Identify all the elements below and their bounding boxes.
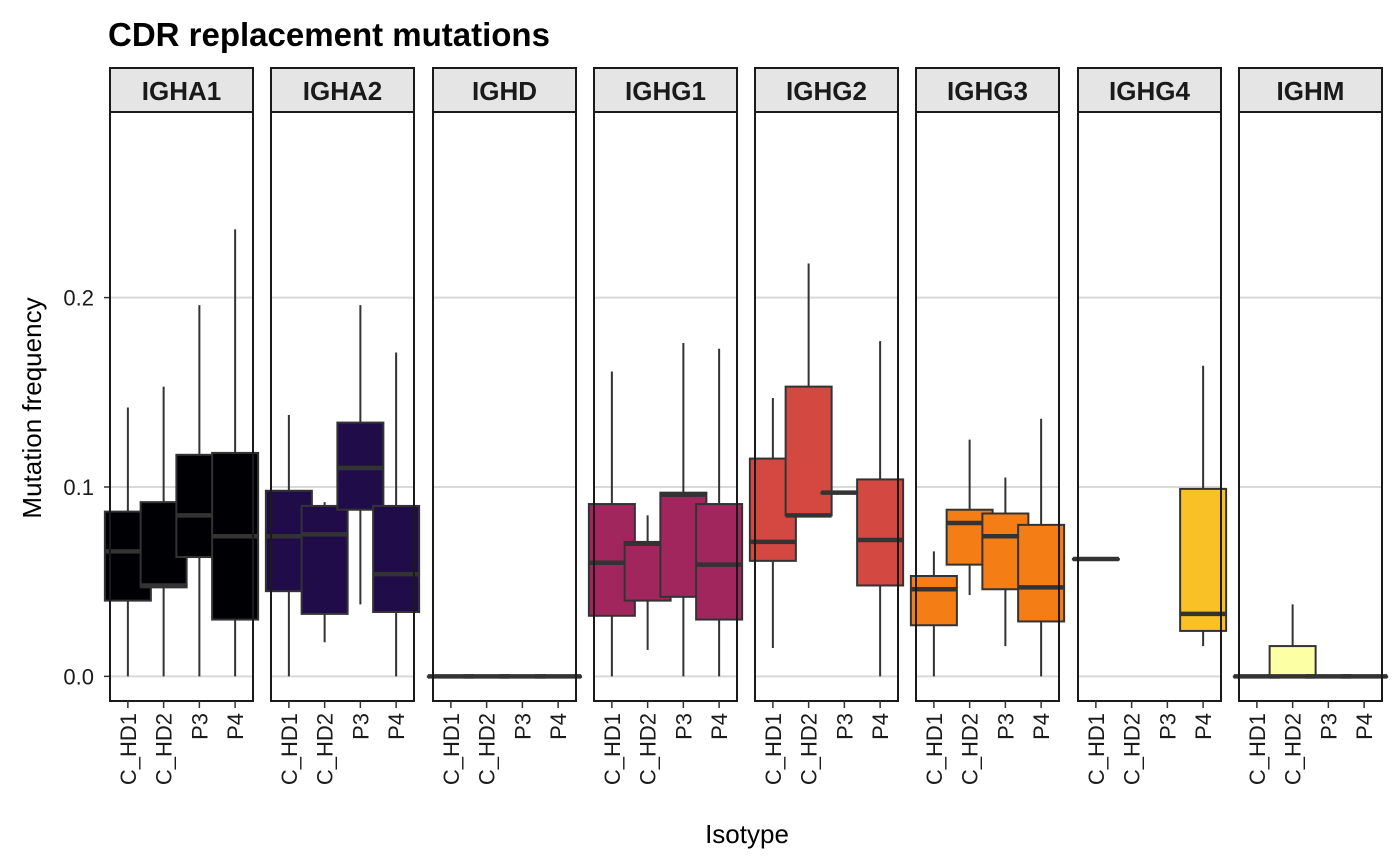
x-tick-label: C_HD2 [1120,713,1145,785]
x-tick-label: C_HD1 [761,713,786,785]
strip-label: IGHG4 [1109,76,1190,106]
x-tick-label: P3 [187,713,212,740]
box-igha2-p4 [372,352,421,677]
x-tick-label: P4 [1352,713,1377,740]
facet-panel-ighd: IGHD C_HD1 C_HD2 P3 P4 [426,67,583,785]
strip-background [109,67,254,113]
y-tick-label: 0.1 [63,475,94,500]
facet-panel-ighg2: IGHG2 C_HD1 C_HD2 P3 P4 [748,67,905,785]
x-tick-label: P4 [1191,713,1216,740]
box-ighg1-p4 [695,348,744,677]
strip-background [915,67,1060,113]
box-ighg3-c_hd1 [909,551,958,677]
box-igha2-c_hd2 [300,502,349,643]
box-body [1179,487,1228,632]
box-body [695,503,744,621]
strip-background [1077,67,1222,113]
box-ighm-c_hd2 [1268,604,1317,679]
box-body [300,504,349,615]
facet-panel-ighm: IGHM C_HD1 C_HD2 P3 P4 [1232,67,1389,785]
strip-label: IGHA1 [142,76,221,106]
x-tick-label: P4 [1029,713,1054,740]
y-tick-label: 0.0 [63,664,94,689]
x-tick-label: C_HD2 [636,713,661,785]
x-tick-label: C_HD2 [1281,713,1306,785]
y-axis: 0.0 0.1 0.2 [63,286,110,689]
box-ighg2-p4 [856,341,905,677]
x-tick-label: P4 [868,713,893,740]
facet-panel-ighg1: IGHG1 C_HD1 C_HD2 P3 P4 [587,67,744,785]
x-tick-label: C_HD1 [439,713,464,785]
facet-panel-ighg4: IGHG4 C_HD1 C_HD2 P3 P4 [1071,67,1228,785]
box-igha1-p4 [211,229,260,677]
x-tick-label: P3 [510,713,535,740]
x-tick-label: P4 [223,713,248,740]
box-igha2-p3 [336,305,385,605]
x-tick-label: P3 [993,713,1018,740]
box-ighg3-p4 [1017,418,1066,677]
strip-background [593,67,738,113]
box-body [1268,645,1317,678]
x-tick-label: C_HD1 [1084,713,1109,785]
strip-background [1238,67,1383,113]
box-body [856,478,905,587]
chart-title: CDR replacement mutations [108,16,550,53]
facet-panel-igha2: IGHA2 C_HD1 C_HD2 P3 P4 [264,67,421,785]
x-tick-label: P3 [832,713,857,740]
box-ighg4-p4 [1179,365,1228,647]
x-tick-label: C_HD2 [797,713,822,785]
facet-panel-igha1: IGHA1 C_HD1 C_HD2 P3 P4 [103,67,260,785]
x-axis-title: Isotype [705,819,789,849]
x-tick-label: C_HD2 [313,713,338,785]
strip-background [432,67,577,113]
box-body [1017,523,1066,623]
x-tick-label: P4 [707,713,732,740]
x-tick-label: P3 [671,713,696,740]
x-tick-label: C_HD1 [116,713,141,785]
facet-panel-ighg3: IGHG3 C_HD1 C_HD2 P3 P4 [909,67,1066,785]
x-tick-label: C_HD1 [922,713,947,785]
x-tick-label: P4 [546,713,571,740]
x-tick-label: P3 [1316,713,1341,740]
strip-label: IGHG2 [786,76,867,106]
box-ighm-p4 [1340,674,1389,679]
strip-label: IGHG1 [625,76,706,106]
strip-label: IGHM [1277,76,1345,106]
x-tick-label: C_HD1 [600,713,625,785]
strip-label: IGHG3 [947,76,1028,106]
panel-background [1239,112,1382,701]
x-tick-label: C_HD1 [1245,713,1270,785]
box-ighg4-c_hd1 [1071,556,1120,562]
y-tick-label: 0.2 [63,286,94,311]
y-axis-title: Mutation frequency [17,297,47,518]
box-body [909,575,958,627]
x-tick-label: C_HD2 [958,713,983,785]
strip-label: IGHA2 [303,76,382,106]
strip-background [754,67,899,113]
panel-background [433,112,576,701]
x-tick-label: P4 [384,713,409,740]
strip-background [270,67,415,113]
box-ighd-p4 [534,674,583,679]
box-body [784,385,833,517]
x-tick-label: P3 [348,713,373,740]
x-tick-label: P3 [1155,713,1180,740]
x-tick-label: C_HD1 [277,713,302,785]
box-body [372,504,421,613]
strip-label: IGHD [472,76,537,106]
x-tick-label: C_HD2 [475,713,500,785]
x-tick-label: C_HD2 [152,713,177,785]
